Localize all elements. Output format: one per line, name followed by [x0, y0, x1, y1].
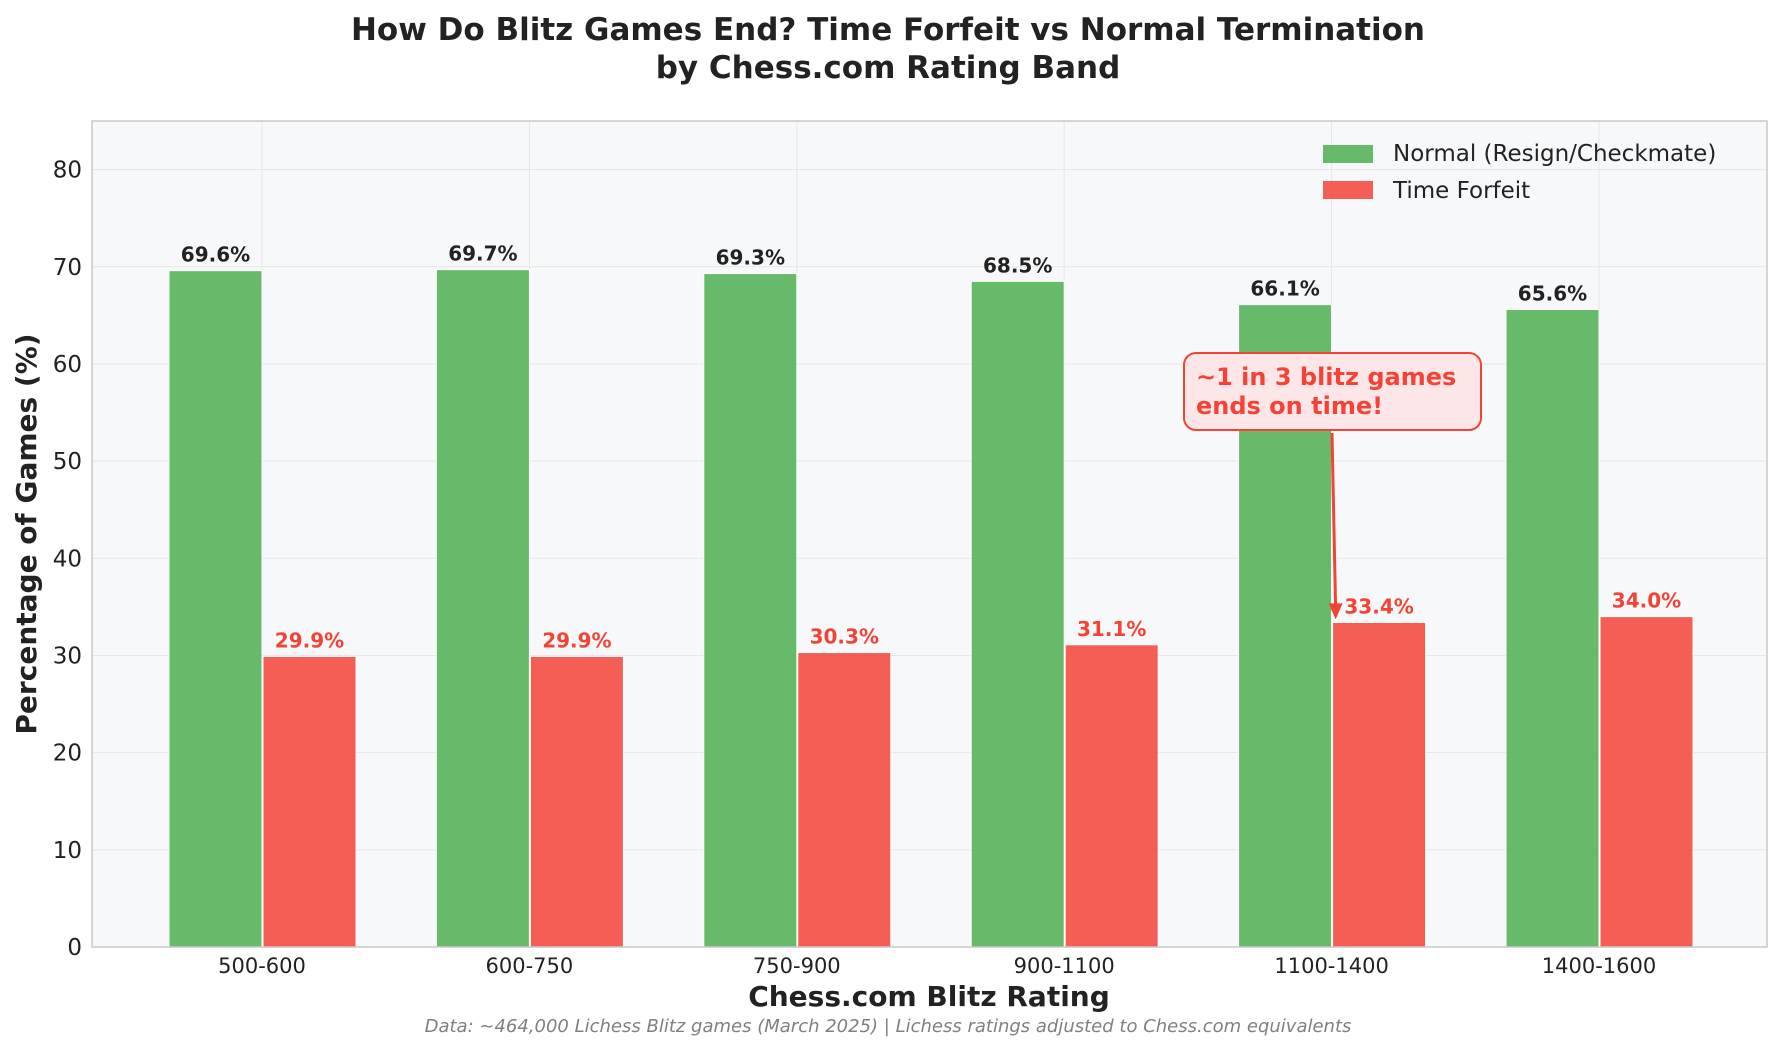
x-tick-label: 500-600: [218, 954, 306, 978]
data-label-time-forfeit: 29.9%: [542, 628, 611, 652]
bar-time-forfeit: [529, 655, 624, 948]
chart-title-line1: How Do Blitz Games End? Time Forfeit vs …: [351, 12, 1425, 48]
y-tick-label: 70: [53, 255, 82, 281]
y-axis-ticks: 0 10 20 30 40 50 60 70 80: [53, 158, 82, 961]
y-tick-label: 10: [53, 838, 82, 864]
x-axis-ticks: 500-600 600-750 750-900 900-1100 1100-1400 14…: [218, 954, 1656, 978]
bar-time-forfeit: [1332, 621, 1427, 948]
bars: [168, 269, 1694, 948]
data-labels: 69.6% 69.7% 69.3% 68.5% 66.1% 65.6% 29.9% 29.9%…: [181, 242, 1681, 653]
legend: Normal (Resign/Checkmate) Time Forfeit: [1323, 141, 1716, 204]
data-label-normal: 66.1%: [1250, 277, 1319, 301]
x-tick-label: 600-750: [486, 954, 574, 978]
chart-title-line2: by Chess.com Rating Band: [656, 50, 1121, 86]
legend-label-time-forfeit: Time Forfeit: [1392, 178, 1530, 204]
x-tick-label: 1100-1400: [1274, 954, 1388, 978]
data-label-time-forfeit: 31.1%: [1077, 617, 1146, 641]
data-label-normal: 69.3%: [716, 246, 785, 270]
annotation-text-line2: ends on time!: [1196, 392, 1383, 420]
y-tick-label: 60: [53, 352, 82, 378]
data-label-normal: 69.6%: [181, 243, 250, 267]
annotation-arrow: [1330, 432, 1338, 608]
footnote: Data: ~464,000 Lichess Blitz games (Marc…: [425, 1016, 1352, 1037]
plot-area: [92, 121, 1767, 947]
annotation: ~1 in 3 blitz games ends on time!: [1183, 352, 1482, 620]
x-tick-label: 750-900: [753, 954, 841, 978]
bar-normal: [970, 280, 1065, 948]
y-tick-label: 50: [53, 449, 82, 475]
x-tick-label: 1400-1600: [1542, 954, 1656, 978]
y-tick-label: 40: [53, 546, 82, 572]
bar-normal: [168, 270, 263, 948]
y-tick-label: 80: [53, 158, 82, 184]
y-tick-label: 0: [67, 935, 82, 961]
legend-swatch-time-forfeit: [1323, 181, 1373, 199]
annotation-text-line1: ~1 in 3 blitz games: [1196, 363, 1456, 391]
annotation-box: [1183, 352, 1482, 431]
y-axis-label: Percentage of Games (%): [10, 333, 43, 734]
y-tick-label: 20: [53, 741, 82, 767]
bar-normal: [1505, 309, 1600, 948]
annotation-arrowhead: [1328, 603, 1343, 620]
data-label-normal: 65.6%: [1518, 282, 1587, 306]
bar-time-forfeit: [1064, 644, 1159, 948]
data-label-time-forfeit: 30.3%: [810, 625, 879, 649]
legend-label-normal: Normal (Resign/Checkmate): [1393, 141, 1716, 167]
bar-normal: [435, 269, 530, 948]
x-axis-label: Chess.com Blitz Rating: [748, 980, 1110, 1013]
data-label-normal: 69.7%: [448, 242, 517, 266]
bar-time-forfeit: [1599, 616, 1694, 948]
bar-normal: [703, 273, 798, 948]
legend-swatch-normal: [1323, 145, 1373, 163]
y-tick-label: 30: [53, 643, 82, 669]
data-label-time-forfeit: 34.0%: [1612, 589, 1681, 613]
bar-time-forfeit: [797, 652, 892, 948]
x-tick-label: 900-1100: [1014, 954, 1115, 978]
data-label-time-forfeit: 29.9%: [275, 628, 344, 652]
plot-border: [91, 120, 1768, 948]
bar-time-forfeit: [262, 655, 357, 948]
data-label-time-forfeit: 33.4%: [1344, 594, 1413, 618]
data-label-normal: 68.5%: [983, 253, 1052, 277]
